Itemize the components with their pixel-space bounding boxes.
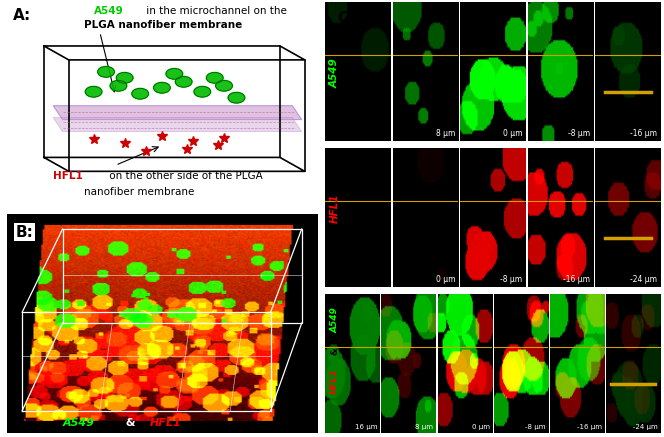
Text: 0 μm: 0 μm bbox=[436, 275, 455, 284]
Text: A:: A: bbox=[13, 8, 31, 23]
Circle shape bbox=[175, 76, 192, 87]
Circle shape bbox=[228, 92, 245, 103]
Text: HFL1: HFL1 bbox=[53, 171, 83, 181]
Text: B:: B: bbox=[16, 225, 34, 239]
Circle shape bbox=[153, 83, 170, 93]
Circle shape bbox=[194, 87, 210, 97]
Text: on the other side of the PLGA: on the other side of the PLGA bbox=[106, 171, 263, 181]
Text: A549: A549 bbox=[330, 308, 339, 333]
Circle shape bbox=[116, 73, 133, 83]
Text: -8 μm: -8 μm bbox=[568, 129, 590, 138]
Text: &: & bbox=[122, 418, 139, 428]
Circle shape bbox=[131, 88, 149, 99]
Text: A549: A549 bbox=[329, 58, 340, 88]
Text: HFL1: HFL1 bbox=[329, 194, 340, 223]
Text: C:: C: bbox=[337, 11, 355, 26]
Text: 0 μm: 0 μm bbox=[503, 129, 523, 138]
Text: nanofiber membrane: nanofiber membrane bbox=[84, 187, 195, 197]
Circle shape bbox=[207, 73, 223, 83]
Circle shape bbox=[98, 66, 114, 77]
Circle shape bbox=[166, 69, 183, 79]
Text: -24 μm: -24 μm bbox=[630, 275, 657, 284]
Text: HFL1: HFL1 bbox=[149, 418, 181, 428]
Circle shape bbox=[85, 87, 102, 97]
Text: -16 μm: -16 μm bbox=[563, 275, 590, 284]
Text: -8 μm: -8 μm bbox=[501, 275, 523, 284]
Text: A549: A549 bbox=[94, 6, 124, 16]
Text: -8 μm: -8 μm bbox=[525, 424, 546, 430]
Text: -16 μm: -16 μm bbox=[577, 424, 602, 430]
Polygon shape bbox=[53, 106, 301, 120]
Text: HFL1: HFL1 bbox=[330, 368, 339, 394]
Text: A549: A549 bbox=[62, 418, 94, 428]
Polygon shape bbox=[53, 118, 301, 132]
Text: -16 μm: -16 μm bbox=[630, 129, 657, 138]
Text: PLGA nanofiber membrane: PLGA nanofiber membrane bbox=[84, 20, 242, 30]
Circle shape bbox=[216, 80, 232, 91]
Text: 0 μm: 0 μm bbox=[471, 424, 489, 430]
Text: &: & bbox=[330, 347, 339, 354]
Text: 16 μm: 16 μm bbox=[355, 424, 377, 430]
Text: -24 μm: -24 μm bbox=[633, 424, 658, 430]
Text: 8 μm: 8 μm bbox=[416, 424, 434, 430]
Text: in the microchannel on the: in the microchannel on the bbox=[143, 6, 287, 16]
Circle shape bbox=[110, 80, 127, 91]
Text: 8 μm: 8 μm bbox=[436, 129, 455, 138]
